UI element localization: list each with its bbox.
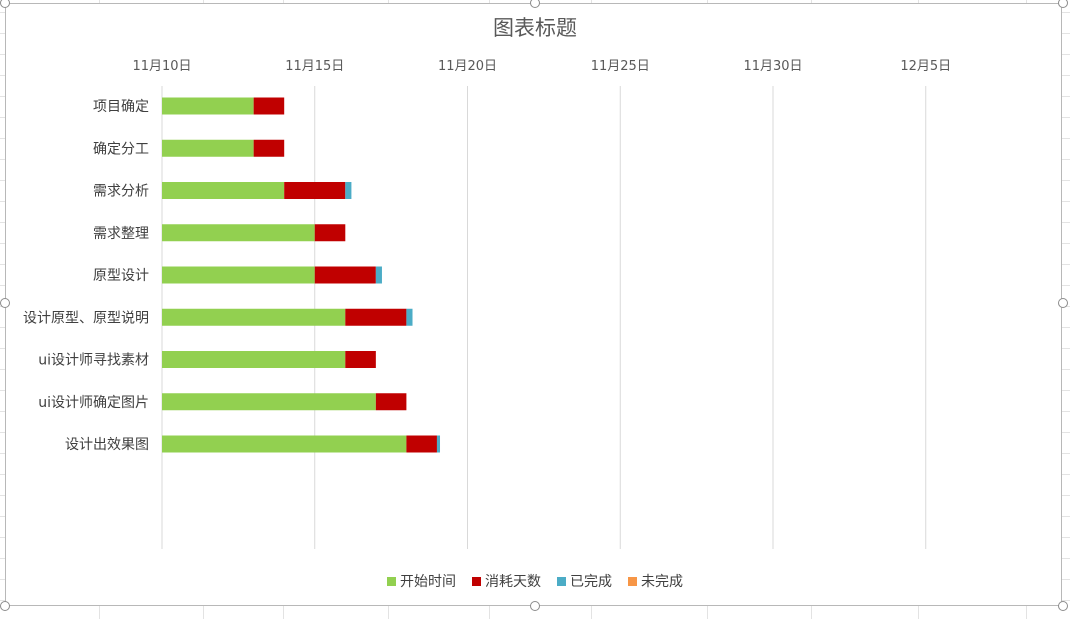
resize-handle-middle-left[interactable] [0,298,10,308]
resize-handle-bottom-center[interactable] [530,601,540,611]
legend-swatch [387,576,396,586]
bar-segment-duration[interactable] [253,139,285,157]
bar-segment-duration[interactable] [345,308,407,326]
y-category-label: 设计出效果图 [65,437,149,453]
x-tick-label: 11月15日 [285,59,344,74]
bar-start-time[interactable] [162,393,376,411]
bar-segment-duration[interactable] [314,266,376,284]
y-category-label: 原型设计 [93,268,149,284]
bar-start-time[interactable] [162,139,254,157]
x-tick-label: 11月10日 [132,59,191,74]
legend-item[interactable]: 已完成 [557,571,612,591]
legend[interactable]: 开始时间 消耗天数 已完成 未完成 [0,571,1070,591]
y-category-label: 项目确定 [93,99,149,115]
y-category-label: 设计原型、原型说明 [23,310,149,326]
bar-segment-duration[interactable] [284,182,346,199]
bar-segment-completed[interactable] [345,182,352,199]
x-tick-label: 11月30日 [743,59,802,74]
resize-handle-bottom-right[interactable] [1058,601,1068,611]
bar-segment-duration[interactable] [253,97,285,115]
x-tick-label: 11月20日 [438,59,497,74]
y-category-label: 确定分工 [93,141,149,157]
bar-segment-duration[interactable] [375,393,407,411]
bar-start-time[interactable] [162,182,285,199]
bar-segment-completed[interactable] [436,435,441,453]
bar-start-time[interactable] [162,435,407,453]
bar-segment-completed[interactable] [406,308,413,326]
y-category-label: ui设计师寻找素材 [38,353,149,369]
legend-swatch [628,576,637,586]
resize-handle-bottom-left[interactable] [0,601,10,611]
bar-start-time[interactable] [162,308,346,326]
legend-item[interactable]: 未完成 [628,571,683,591]
bar-start-time[interactable] [162,351,346,368]
y-category-label: 需求分析 [93,184,149,200]
legend-label: 已完成 [570,574,612,590]
bar-segment-duration[interactable] [314,224,346,242]
y-category-label: ui设计师确定图片 [38,395,149,411]
chart-title[interactable]: 图表标题 [493,16,577,40]
x-tick-label: 11月25日 [591,59,650,74]
resize-handle-middle-right[interactable] [1058,298,1068,308]
legend-swatch [472,576,481,586]
legend-label: 未完成 [641,574,683,590]
bar-start-time[interactable] [162,224,315,242]
y-category-label: 需求整理 [93,226,149,242]
x-tick-label: 12月5日 [900,59,951,74]
resize-handle-top-left[interactable] [0,0,10,8]
legend-label: 消耗天数 [485,574,541,590]
legend-label: 开始时间 [400,574,456,590]
resize-handle-top-center[interactable] [530,0,540,8]
resize-handle-top-right[interactable] [1058,0,1068,8]
legend-item[interactable]: 消耗天数 [472,571,541,591]
bar-segment-duration[interactable] [345,351,376,368]
bar-start-time[interactable] [162,97,254,115]
legend-swatch [557,576,566,586]
legend-item[interactable]: 开始时间 [387,571,456,591]
bar-start-time[interactable] [162,266,315,284]
bar-segment-duration[interactable] [406,435,437,453]
bar-segment-completed[interactable] [375,266,382,284]
